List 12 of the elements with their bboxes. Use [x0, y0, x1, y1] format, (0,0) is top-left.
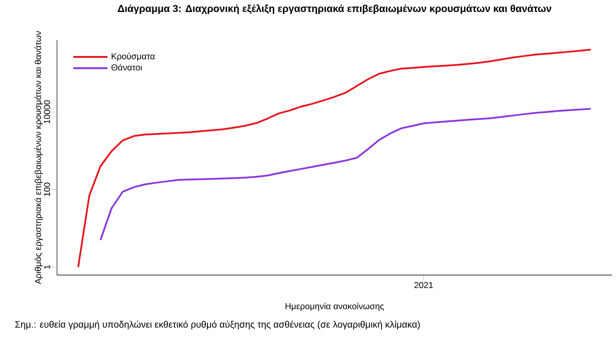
x-tick-label: 2021	[414, 282, 433, 288]
line-series	[77, 48, 592, 268]
x-axis-title: Ημερομηνία ανακοίνωσης	[286, 302, 384, 311]
text: Σημ.: ευθεία γραμμή υποδηλώνει εκθετικό ρυθμό αύξησης της ασθένειας (σε λογαριθμική κλίμακα)	[15, 320, 420, 330]
y-tick-label: 1	[44, 265, 50, 269]
legend-label: Κρούσματα	[112, 52, 155, 62]
y-tick-label: 10000	[44, 100, 50, 124]
legend-label: Θάνατοι	[111, 64, 142, 70]
chart-title: Διάγραμμα 3: Διαχρονική εξέλιξη εργαστηριακά επιβεβαιωμένων κρουσμάτων και θανάτων	[118, 4, 552, 14]
y-axis-title: Αριθμός εργαστηριακά επιβεβαιωμένων κρουσμάτων και θανάτων	[34, 31, 43, 284]
y-tick-label: 100	[44, 182, 50, 196]
line-series	[100, 108, 592, 241]
